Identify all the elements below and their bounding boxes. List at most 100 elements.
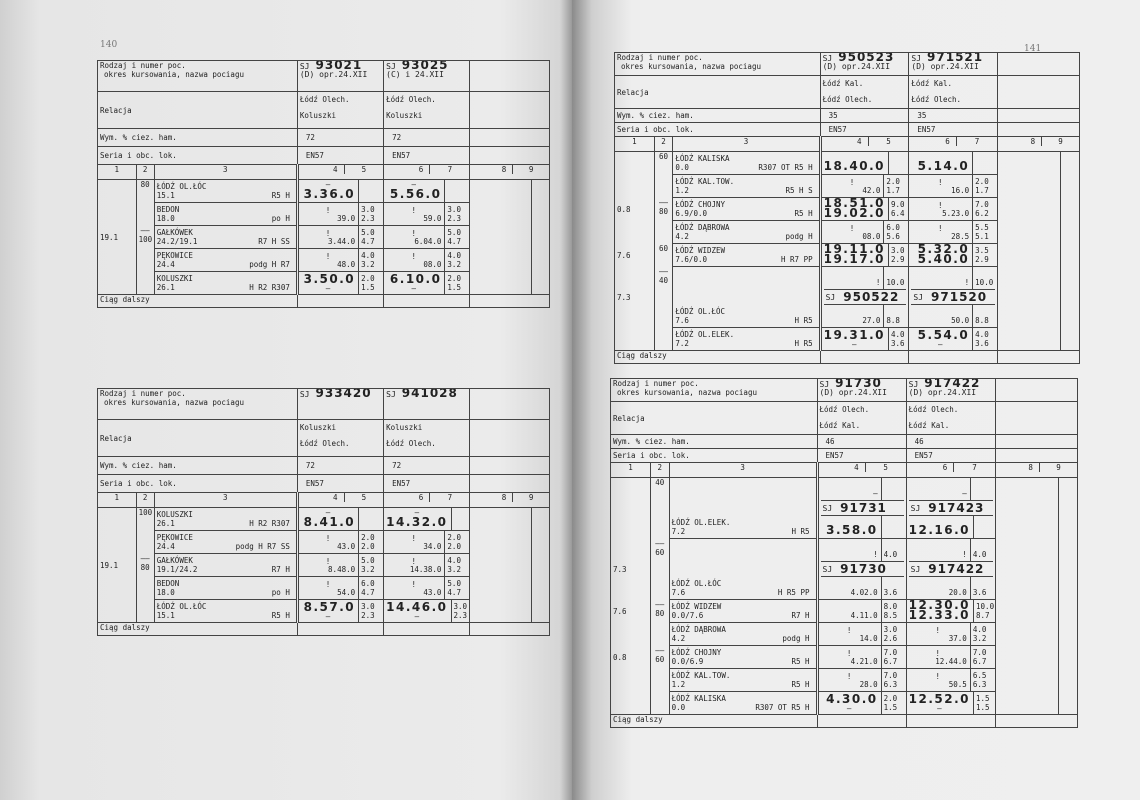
empty-cell xyxy=(994,668,1060,692)
time-column: 5.32.0 5.40.0 xyxy=(911,245,972,266)
station-km: 1.2 xyxy=(671,680,686,689)
running-time: 10.0 xyxy=(883,267,906,289)
speed-limit: 60 xyxy=(653,151,674,175)
speed-limit: 80 xyxy=(135,179,155,203)
train-brake: 46 xyxy=(905,434,996,449)
running-time: 4.0 xyxy=(880,539,904,561)
station-cell: ŁÓDŹ KAL.TOW. 1.2 R5 H S xyxy=(672,174,822,198)
speed-value: 60 xyxy=(655,654,665,664)
speed-value: 60 xyxy=(659,152,669,161)
label-kind: Rodzaj i numer poc. xyxy=(617,53,703,63)
running-time: 9.0 6.4 xyxy=(887,198,906,220)
empty-cell xyxy=(469,271,532,295)
time-value: 5.56.0 xyxy=(389,187,442,201)
time-column: ! 12.44.0 xyxy=(909,647,970,668)
time-column: ! 6.04.0 xyxy=(386,227,444,248)
station-name: ŁÓDŹ WIDZEW xyxy=(671,602,722,611)
speed-limit: 60 xyxy=(653,243,674,267)
header-row-brake: Wym. % ciez. ham. 35 35 xyxy=(614,108,1080,123)
time-line: —8.41.0 xyxy=(301,508,381,530)
station-details: 15.1 R5 H xyxy=(157,191,294,202)
speed-divider: —— xyxy=(655,599,665,609)
station-row: 40 ŁÓDŹ OL.ELEK. 7.2 H R5 — SJ 91731 3.58.0 — SJ 9… xyxy=(610,477,1078,539)
train-period: (D) opr.24.XII xyxy=(299,70,368,79)
km-section: 7.6 xyxy=(610,599,651,623)
continued-label: Ciąg dalszy xyxy=(97,294,298,308)
continued-label: Ciąg dalszy xyxy=(97,622,298,636)
speed-limit xyxy=(653,174,674,198)
train-time-cell: ! 10.0 SJ 950522 27.0 8.8 xyxy=(819,266,910,328)
train-header: SJ 933420 xyxy=(296,388,385,420)
running-time-value: 6.7 xyxy=(883,657,898,666)
running-time: 5.0 4.7 xyxy=(358,226,381,248)
column-number: 7 xyxy=(972,463,977,473)
station-cell: GAŁKÓWEK 19.1/24.2 R7 H xyxy=(153,553,299,577)
train-loco: EN57 xyxy=(383,146,471,165)
train-time-cell: ! 10.0 SJ 971520 50.0 8.8 xyxy=(908,266,999,328)
empty-cell xyxy=(1058,691,1078,715)
time-value: 12.16.0 xyxy=(908,523,971,537)
relation-label: Relacja xyxy=(610,401,818,435)
time-mark: — xyxy=(414,612,420,621)
running-time-value: 3.2 xyxy=(972,634,987,643)
time-value: 3.36.0 xyxy=(303,187,356,201)
time-mark: — xyxy=(938,340,943,349)
empty-cell xyxy=(1058,668,1078,692)
running-time-value: 4.0 xyxy=(361,251,375,260)
station-cell: ŁÓDŹ OL.ŁÓC 7.6 H R5 PP xyxy=(668,538,819,600)
speed-limit xyxy=(653,220,674,244)
empty-cell xyxy=(908,350,999,364)
train-header: SJ 941028 xyxy=(383,388,471,420)
time-value: 4.21.0 xyxy=(850,657,878,666)
header-row-loco: Seria i obc. lok. EN57 EN57 xyxy=(614,122,1080,137)
time-value: 27.0 xyxy=(862,316,881,325)
time-column: ! 08.0 xyxy=(386,250,444,271)
time-value: 6.04.0 xyxy=(414,237,442,246)
time-mark: ! xyxy=(411,252,417,261)
time-column: 18.51.0 19.02.0 xyxy=(824,199,888,220)
running-time-value: 3.0 xyxy=(453,602,468,611)
train-time-cell: ! 43.0 5.0 4.7 xyxy=(383,576,471,600)
station-notes: podg H R7 xyxy=(249,260,290,269)
empty-cell xyxy=(1060,266,1080,328)
speed-limit xyxy=(135,248,155,272)
column-number: 4 xyxy=(299,493,345,502)
train-relation: Koluszki Łódź Olech. xyxy=(383,419,471,457)
label-period: okres kursowania, nazwa pociagu xyxy=(104,398,244,407)
station-km: 1.2 xyxy=(675,186,689,195)
time-line: ! 5.23.0 7.0 6.2 xyxy=(911,198,995,220)
running-time-value: 1.5 xyxy=(976,703,990,712)
time-column: ! 42.0 xyxy=(824,176,884,197)
train-time-cell: 6.10.0—2.0 1.5 xyxy=(383,271,471,295)
train-time-cell: ! 14.0 3.0 2.6 xyxy=(816,622,907,646)
train-time-cell: ! 12.44.0 7.0 6.7 xyxy=(905,645,996,669)
brake-label: Wym. % ciez. ham. xyxy=(97,128,298,147)
empty-cell xyxy=(1060,151,1080,175)
time-line: 3.50.0—2.0 1.5 xyxy=(301,272,381,294)
time-mark: ! xyxy=(938,201,943,210)
time-value: 5.54.0 xyxy=(917,328,970,342)
page-number: 141 xyxy=(1024,44,1042,54)
station-row: ŁÓDŹ OL.ELEK. 7.2 H R5 19.31.0—4.0 3.6 5.54.0… xyxy=(614,327,1080,351)
time-column: ! 3.44.0 xyxy=(301,227,358,248)
empty-cell xyxy=(469,456,550,475)
station-notes: R5 H S xyxy=(785,186,813,195)
time-column: ! xyxy=(911,268,972,290)
running-time-value: 1.7 xyxy=(886,186,900,195)
train-prefix: SJ xyxy=(299,62,310,71)
speed-limit: —— 100 xyxy=(135,225,155,249)
station-km: 18.0 xyxy=(156,588,175,597)
train-period: (D) opr.24.XII xyxy=(911,62,979,71)
empty-cell xyxy=(1060,220,1080,244)
train-number-change: SJ 91731 xyxy=(820,500,904,516)
time-column: ! 4.21.0 xyxy=(821,647,881,668)
station-notes: H R5 xyxy=(794,316,813,325)
speed-limit: —— 60 xyxy=(649,538,670,600)
brake-label: Wym. % ciez. ham. xyxy=(610,434,818,449)
time-mark: — xyxy=(325,612,331,621)
